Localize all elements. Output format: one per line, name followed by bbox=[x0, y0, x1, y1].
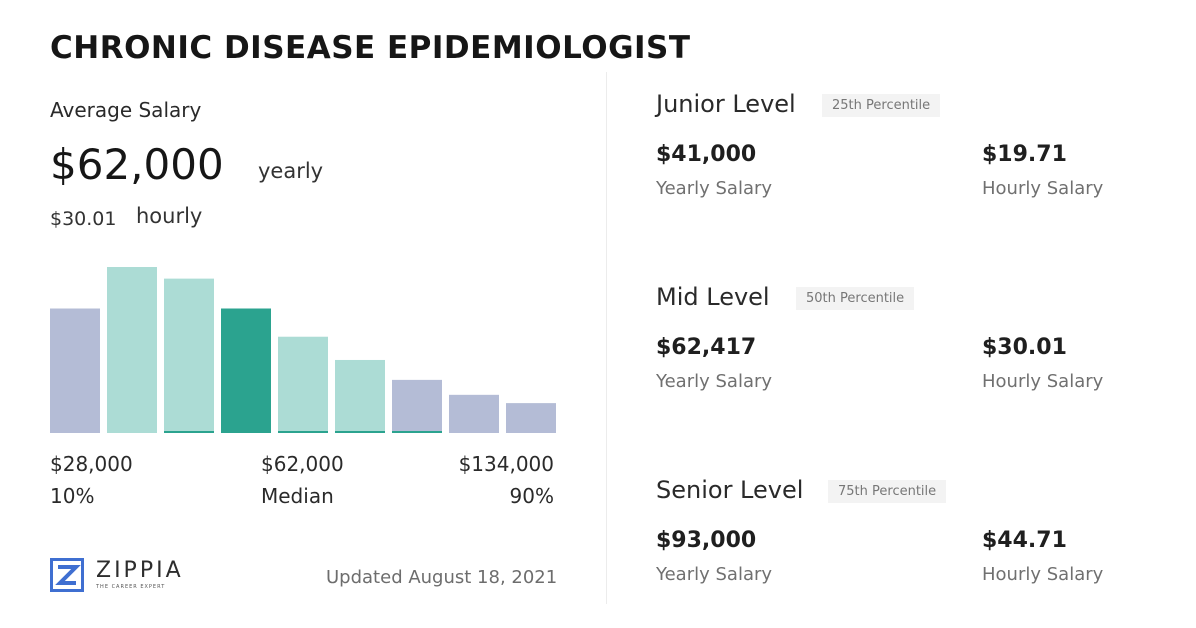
page-title: CHRONIC DISEASE EPIDEMIOLOGIST bbox=[50, 30, 691, 66]
x-label-median-caption: Median bbox=[261, 484, 334, 508]
histogram-bar bbox=[164, 278, 214, 433]
histogram-bar-baseline bbox=[164, 431, 214, 433]
histogram-bar bbox=[449, 394, 499, 433]
level-hourly-label: Hourly Salary bbox=[982, 564, 1104, 585]
percentile-badge: 50th Percentile bbox=[796, 287, 915, 310]
salary-histogram bbox=[50, 267, 556, 433]
level-name: Mid Level bbox=[656, 283, 770, 311]
histogram-bar bbox=[50, 308, 100, 433]
histogram-bar bbox=[278, 336, 328, 433]
brand-tagline: THE CAREER EXPERT bbox=[96, 584, 166, 590]
histogram-bar bbox=[392, 379, 442, 433]
histogram-bar-median bbox=[221, 308, 271, 433]
column-divider bbox=[606, 72, 607, 604]
percentile-badge: 25th Percentile bbox=[822, 94, 941, 117]
x-label-high-caption: 90% bbox=[509, 484, 554, 508]
average-salary-label: Average Salary bbox=[50, 98, 202, 122]
histogram-bar-baseline bbox=[335, 431, 385, 433]
level-hourly-salary: $30.01 bbox=[982, 335, 1067, 360]
x-label-low-value: $28,000 bbox=[50, 452, 133, 476]
average-hourly-value: $30.01 bbox=[50, 208, 117, 230]
zippia-logo-icon bbox=[50, 558, 84, 592]
brand-name: ZIPPIA bbox=[96, 558, 184, 583]
histogram-bar-baseline bbox=[278, 431, 328, 433]
level-yearly-label: Yearly Salary bbox=[656, 178, 773, 199]
level-hourly-salary: $44.71 bbox=[982, 528, 1067, 553]
zippia-logo[interactable]: ZIPPIA THE CAREER EXPERT bbox=[50, 558, 184, 592]
level-name: Junior Level bbox=[656, 90, 796, 118]
level-hourly-label: Hourly Salary bbox=[982, 371, 1104, 392]
senior-level-card: Senior Level 75th Percentile $93,000 Yea… bbox=[656, 476, 1156, 606]
histogram-bar bbox=[506, 403, 556, 433]
x-label-median-value: $62,000 bbox=[261, 452, 344, 476]
x-label-low-caption: 10% bbox=[50, 484, 95, 508]
updated-date: Updated August 18, 2021 bbox=[326, 567, 558, 588]
level-hourly-salary: $19.71 bbox=[982, 142, 1067, 167]
percentile-badge: 75th Percentile bbox=[828, 480, 947, 503]
level-yearly-label: Yearly Salary bbox=[656, 371, 773, 392]
x-label-high-value: $134,000 bbox=[458, 452, 554, 476]
histogram-bar bbox=[107, 267, 157, 433]
mid-level-card: Mid Level 50th Percentile $62,417 Yearly… bbox=[656, 283, 1156, 413]
average-hourly-unit: hourly bbox=[136, 204, 203, 228]
histogram-bar bbox=[335, 359, 385, 433]
average-yearly-unit: yearly bbox=[258, 159, 324, 183]
level-yearly-label: Yearly Salary bbox=[656, 564, 773, 585]
level-hourly-label: Hourly Salary bbox=[982, 178, 1104, 199]
average-yearly-value: $62,000 bbox=[50, 140, 224, 189]
level-yearly-salary: $93,000 bbox=[656, 528, 757, 553]
level-yearly-salary: $41,000 bbox=[656, 142, 757, 167]
junior-level-card: Junior Level 25th Percentile $41,000 Yea… bbox=[656, 90, 1156, 220]
level-yearly-salary: $62,417 bbox=[656, 335, 757, 360]
level-name: Senior Level bbox=[656, 476, 804, 504]
histogram-bar-baseline bbox=[392, 431, 442, 433]
